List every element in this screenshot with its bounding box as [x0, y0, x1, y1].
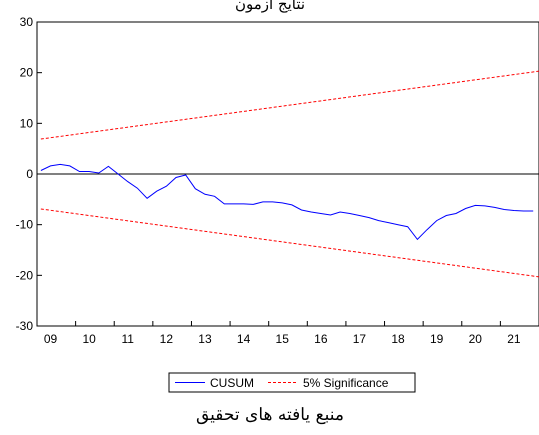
x-tick-label: 12 — [160, 332, 174, 346]
x-tick-label: 16 — [314, 332, 328, 346]
source-caption: منبع یافته های تحقیق — [196, 405, 344, 425]
significance-upper-line — [40, 70, 539, 140]
x-tick-label: 10 — [82, 332, 96, 346]
y-tick-label: -30 — [16, 319, 34, 333]
x-tick-label: 20 — [469, 332, 483, 346]
header-text: نتایج آزمون — [235, 0, 305, 13]
x-tick-label: 19 — [430, 332, 444, 346]
x-tick-label: 17 — [353, 332, 367, 346]
y-tick-label: -20 — [16, 268, 34, 282]
x-tick-label: 11 — [122, 332, 135, 346]
y-tick-label: 20 — [20, 66, 34, 80]
x-tick-label: 18 — [391, 332, 405, 346]
y-tick-label: 10 — [20, 116, 34, 130]
y-tick-label: -10 — [16, 218, 34, 232]
legend-box — [168, 372, 416, 393]
y-axis: 30 20 10 0 -10 -20 -30 — [16, 15, 42, 333]
x-tick-label: 13 — [198, 332, 212, 346]
significance-lower-line — [40, 208, 539, 278]
x-tick-label: 14 — [237, 332, 251, 346]
x-axis: 09 10 11 12 13 14 15 16 17 18 19 20 21 — [36, 321, 521, 346]
y-tick-label: 0 — [26, 167, 33, 181]
cusum-line — [40, 163, 534, 241]
y-tick-label: 30 — [20, 15, 34, 29]
legend: CUSUM 5% Significance — [168, 372, 416, 393]
x-tick-label: 09 — [44, 332, 58, 346]
x-tick-label: 15 — [276, 332, 290, 346]
series-layer — [40, 70, 539, 278]
x-tick-label: 21 — [507, 332, 521, 346]
legend-significance-label: 5% Significance — [303, 376, 389, 390]
legend-cusum-label: CUSUM — [210, 376, 254, 390]
